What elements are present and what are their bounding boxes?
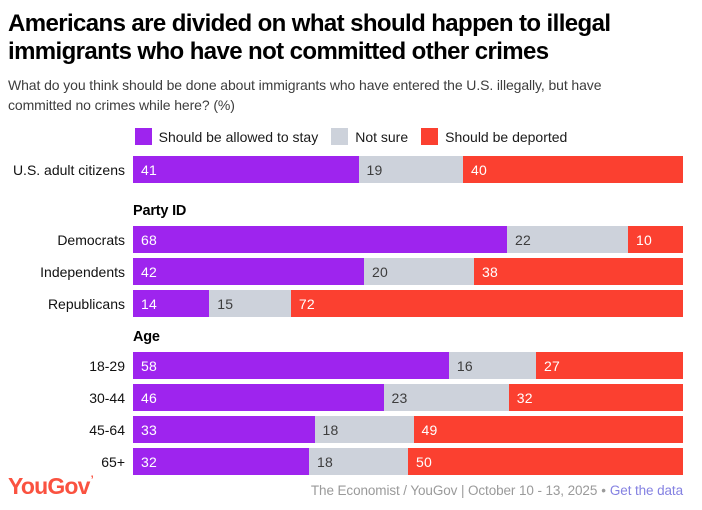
segment-notsure: 23 (383, 384, 509, 412)
separator-dot: • (601, 483, 606, 498)
segment-notsure: 18 (309, 448, 408, 476)
segment-notsure: 18 (314, 416, 414, 444)
stacked-bar: 46 23 32 (133, 384, 683, 412)
segment-value: 19 (366, 161, 383, 178)
stacked-bar: 58 16 27 (133, 352, 683, 380)
legend-item-stay: Should be allowed to stay (134, 128, 319, 146)
segment-stay: 68 (133, 226, 507, 254)
segment-stay: 33 (133, 416, 315, 444)
source-text: The Economist / YouGov | October 10 - 13… (310, 483, 598, 498)
segment-deported: 49 (413, 416, 683, 444)
segment-deported: 27 (535, 352, 683, 380)
segment-stay: 46 (133, 384, 384, 412)
segment-stay: 58 (133, 352, 449, 380)
segment-notsure: 15 (209, 290, 291, 318)
segment-deported: 32 (508, 384, 683, 412)
segment-value: 14 (141, 295, 157, 312)
row-label: Republicans (47, 295, 125, 312)
bar-row-democrats: Democrats 68 22 10 (8, 226, 694, 254)
segment-value: 20 (372, 263, 388, 280)
segment-value: 46 (141, 389, 157, 406)
legend-swatch-stay (134, 128, 152, 146)
segment-value: 32 (516, 389, 533, 406)
stacked-bar: 41 19 40 (133, 156, 683, 184)
segment-stay: 41 (133, 156, 359, 184)
segment-value: 40 (471, 161, 487, 178)
segment-value: 50 (416, 453, 432, 470)
bar-row-45-64: 45-64 33 18 49 (8, 416, 694, 444)
yougov-logo: YouGov’ (8, 473, 94, 499)
legend-item-notsure: Not sure (331, 128, 409, 146)
segment-value: 41 (141, 161, 157, 178)
segment-value: 32 (141, 453, 157, 470)
row-label: U.S. adult citizens (12, 161, 125, 178)
segment-deported: 72 (290, 290, 683, 318)
source-attribution: The Economist / YouGov | October 10 - 13… (311, 483, 683, 498)
bar-row-us-adults: U.S. adult citizens 41 19 40 (8, 156, 694, 184)
segment-value: 23 (391, 389, 408, 406)
stacked-bar: 33 18 49 (133, 416, 683, 444)
legend: Should be allowed to stay Not sure Shoul… (8, 128, 694, 146)
row-label: 65+ (101, 453, 125, 470)
legend-swatch-deported (421, 128, 439, 146)
segment-value: 15 (217, 295, 234, 312)
stacked-bar: 14 15 72 (133, 290, 683, 318)
bar-row-republicans: Republicans 14 15 72 (8, 290, 694, 318)
segment-value: 27 (543, 357, 560, 374)
segment-stay: 42 (133, 258, 364, 286)
legend-label-deported: Should be deported (445, 128, 568, 145)
footer: YouGov’ The Economist / YouGov | October… (8, 473, 683, 499)
bar-row-independents: Independents 42 20 38 (8, 258, 694, 286)
section-label-party-id: Party ID (133, 203, 187, 220)
bar-row-65plus: 65+ 32 18 50 (8, 448, 694, 476)
stacked-bar: 68 22 10 (133, 226, 683, 254)
segment-stay: 32 (133, 448, 309, 476)
segment-value: 58 (141, 357, 157, 374)
segment-deported: 10 (628, 226, 683, 254)
legend-label-stay: Should be allowed to stay (158, 128, 319, 145)
row-label: 45-64 (89, 421, 125, 438)
legend-swatch-notsure (331, 128, 349, 146)
bar-row-30-44: 30-44 46 23 32 (8, 384, 694, 412)
get-the-data-link[interactable]: Get the data (609, 483, 683, 498)
row-label: Independents (40, 263, 125, 280)
bar-row-18-29: 18-29 58 16 27 (8, 352, 694, 380)
segment-notsure: 16 (448, 352, 536, 380)
segment-value: 38 (482, 263, 498, 280)
logo-trademark: ’ (90, 474, 94, 486)
section-label-age: Age (133, 329, 160, 346)
segment-notsure: 19 (358, 156, 463, 184)
segment-stay: 14 (133, 290, 210, 318)
row-label: 30-44 (89, 389, 125, 406)
segment-deported: 38 (474, 258, 683, 286)
segment-deported: 40 (463, 156, 683, 184)
page-title: Americans are divided on what should hap… (8, 10, 611, 65)
segment-value: 18 (317, 453, 333, 470)
segment-value: 16 (456, 357, 473, 374)
segment-notsure: 22 (507, 226, 628, 254)
stacked-bar: 32 18 50 (133, 448, 683, 476)
segment-value: 18 (322, 421, 339, 438)
segment-value: 10 (636, 231, 652, 248)
row-label: Democrats (57, 231, 125, 248)
segment-value: 49 (421, 421, 438, 438)
row-label: 18-29 (89, 357, 125, 374)
stacked-bar: 42 20 38 (133, 258, 683, 286)
legend-label-notsure: Not sure (355, 128, 409, 145)
segment-value: 72 (298, 295, 315, 312)
segment-value: 42 (141, 263, 157, 280)
legend-item-deported: Should be deported (421, 128, 568, 146)
segment-value: 33 (141, 421, 157, 438)
stacked-bar-chart: U.S. adult citizens 41 19 40 Party ID De… (8, 156, 694, 476)
segment-deported: 50 (408, 448, 683, 476)
survey-question-subtitle: What do you think should be done about i… (8, 76, 602, 113)
segment-value: 68 (141, 231, 157, 248)
segment-value: 22 (515, 231, 531, 248)
segment-notsure: 20 (364, 258, 474, 286)
